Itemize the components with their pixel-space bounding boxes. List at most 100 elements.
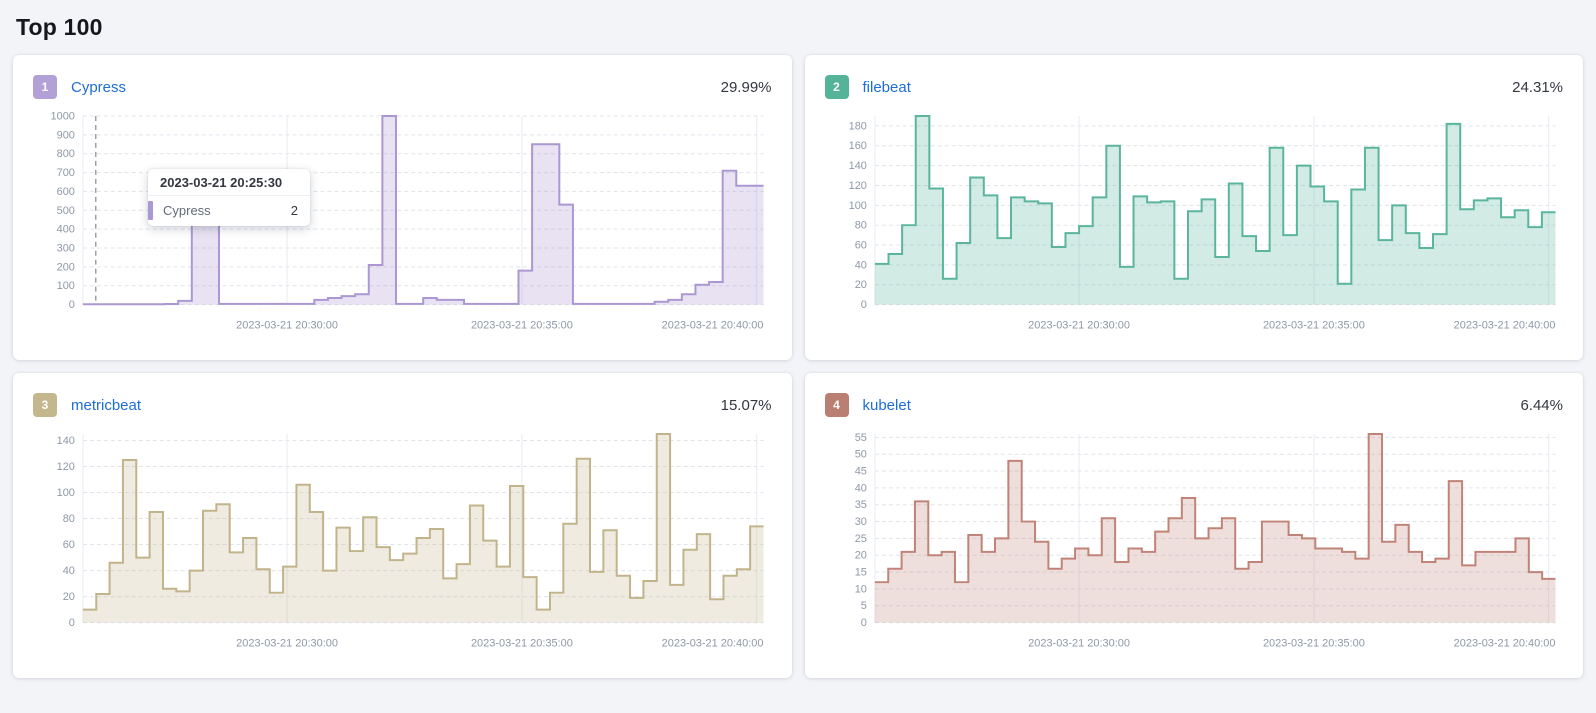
series-link[interactable]: metricbeat xyxy=(71,396,142,414)
svg-text:600: 600 xyxy=(57,186,75,198)
tooltip-series-row: Cypress 2 xyxy=(148,196,310,226)
panels-grid: 1 Cypress 29.99% 0 100 200 300 400 500 600 700 8… xyxy=(13,55,1583,678)
svg-text:55: 55 xyxy=(854,432,866,444)
dashboard-page: Top 100 1 Cypress 29.99% 0 100 200 300 400 50… xyxy=(13,14,1583,678)
svg-text:800: 800 xyxy=(57,148,75,160)
svg-text:80: 80 xyxy=(63,513,75,525)
svg-text:2023-03-21 20:35:00: 2023-03-21 20:35:00 xyxy=(471,320,573,332)
svg-text:20: 20 xyxy=(854,279,866,291)
x-axis: 2023-03-21 20:30:00 2023-03-21 20:35:00 20… xyxy=(82,433,764,650)
svg-text:1000: 1000 xyxy=(51,111,75,122)
percent-value: 6.44% xyxy=(1520,396,1563,414)
svg-text:20: 20 xyxy=(63,591,75,603)
svg-text:500: 500 xyxy=(57,205,75,217)
svg-text:40: 40 xyxy=(854,482,866,494)
percent-value: 15.07% xyxy=(720,396,772,414)
series-area xyxy=(874,114,1556,305)
svg-text:2023-03-21 20:30:00: 2023-03-21 20:30:00 xyxy=(1028,638,1130,650)
y-axis: 0 5 10 15 20 25 30 35 40 45 50 55 xyxy=(854,432,1556,629)
svg-text:35: 35 xyxy=(854,499,866,511)
svg-text:300: 300 xyxy=(57,243,75,255)
svg-text:10: 10 xyxy=(854,583,866,595)
svg-text:20: 20 xyxy=(854,550,866,562)
svg-text:200: 200 xyxy=(57,261,75,273)
series-link[interactable]: kubelet xyxy=(862,396,911,414)
svg-text:120: 120 xyxy=(848,180,866,192)
y-axis: 0 20 40 60 80 100 120 140 160 180 xyxy=(848,120,1556,311)
panel-header: 1 Cypress 29.99% xyxy=(33,75,772,99)
tooltip-series-value: 2 xyxy=(290,203,298,218)
svg-text:0: 0 xyxy=(69,617,75,629)
svg-text:2023-03-21 20:30:00: 2023-03-21 20:30:00 xyxy=(236,320,338,332)
svg-text:180: 180 xyxy=(848,120,866,132)
svg-text:2023-03-21 20:40:00: 2023-03-21 20:40:00 xyxy=(662,638,764,650)
panel-header: 3 metricbeat 15.07% xyxy=(33,393,772,417)
rank-badge: 2 xyxy=(824,75,849,99)
svg-text:40: 40 xyxy=(63,565,75,577)
y-axis: 0 20 40 60 80 100 120 140 xyxy=(57,435,764,629)
area-chart[interactable]: 0 5 10 15 20 25 30 35 40 45 50 55 2023-03-21 20:30:0… xyxy=(825,429,1564,659)
svg-text:100: 100 xyxy=(57,487,75,499)
svg-text:15: 15 xyxy=(854,567,866,579)
svg-text:0: 0 xyxy=(69,299,75,311)
svg-text:140: 140 xyxy=(848,160,866,172)
svg-text:25: 25 xyxy=(854,533,866,545)
area-chart[interactable]: 0 20 40 60 80 100 120 140 160 180 2023-03-21 20:30… xyxy=(825,111,1564,341)
svg-text:160: 160 xyxy=(848,140,866,152)
tooltip-series-marker xyxy=(148,201,153,220)
chart-panel: 3 metricbeat 15.07% 0 20 40 60 80 100 120 140 20… xyxy=(13,373,792,678)
svg-text:30: 30 xyxy=(854,516,866,528)
svg-text:5: 5 xyxy=(860,600,866,612)
svg-text:140: 140 xyxy=(57,435,75,447)
svg-text:2023-03-21 20:40:00: 2023-03-21 20:40:00 xyxy=(662,320,764,332)
tooltip-series-label: Cypress xyxy=(163,203,211,218)
svg-text:60: 60 xyxy=(854,240,866,252)
svg-text:900: 900 xyxy=(57,129,75,141)
svg-text:2023-03-21 20:30:00: 2023-03-21 20:30:00 xyxy=(236,638,338,650)
svg-text:120: 120 xyxy=(57,461,75,473)
x-axis: 2023-03-21 20:30:00 2023-03-21 20:35:00 20… xyxy=(873,115,1555,332)
series-link[interactable]: filebeat xyxy=(862,78,911,96)
series-area xyxy=(82,432,764,623)
svg-text:2023-03-21 20:35:00: 2023-03-21 20:35:00 xyxy=(1262,638,1364,650)
svg-text:40: 40 xyxy=(854,259,866,271)
area-chart[interactable]: 0 20 40 60 80 100 120 140 2023-03-21 20:30:00 202… xyxy=(33,429,772,659)
series-area xyxy=(874,432,1556,623)
svg-text:400: 400 xyxy=(57,224,75,236)
chart-panel: 1 Cypress 29.99% 0 100 200 300 400 500 600 700 8… xyxy=(13,55,792,360)
svg-text:60: 60 xyxy=(63,539,75,551)
chart-svg: 0 20 40 60 80 100 120 140 160 180 2023-03-21 20:30… xyxy=(848,114,1556,332)
chart-panel: 4 kubelet 6.44% 0 5 10 15 20 25 30 35 40 45 50 55 20… xyxy=(804,373,1583,678)
svg-text:2023-03-21 20:40:00: 2023-03-21 20:40:00 xyxy=(1453,638,1555,650)
rank-badge: 3 xyxy=(33,393,57,417)
svg-text:45: 45 xyxy=(854,466,866,478)
panel-header: 2 filebeat 24.31% xyxy=(824,75,1563,99)
chart-svg: 0 5 10 15 20 25 30 35 40 45 50 55 2023-03-21 20:30:0… xyxy=(854,432,1556,650)
svg-text:100: 100 xyxy=(848,200,866,212)
svg-text:80: 80 xyxy=(854,220,866,232)
svg-text:0: 0 xyxy=(860,299,866,311)
svg-text:700: 700 xyxy=(57,167,75,179)
svg-text:2023-03-21 20:40:00: 2023-03-21 20:40:00 xyxy=(1453,320,1555,332)
series-link[interactable]: Cypress xyxy=(71,78,127,96)
area-chart[interactable]: 0 100 200 300 400 500 600 700 800 900 1000 2023-03-… xyxy=(33,111,772,341)
rank-badge: 4 xyxy=(824,393,849,417)
tooltip-timestamp: 2023-03-21 20:25:30 xyxy=(148,169,310,196)
x-axis: 2023-03-21 20:30:00 2023-03-21 20:35:00 20… xyxy=(82,115,764,332)
svg-text:50: 50 xyxy=(854,449,866,461)
svg-text:2023-03-21 20:30:00: 2023-03-21 20:30:00 xyxy=(1028,320,1130,332)
percent-value: 29.99% xyxy=(720,78,772,96)
x-axis: 2023-03-21 20:30:00 2023-03-21 20:35:00 20… xyxy=(873,433,1555,650)
chart-svg: 0 100 200 300 400 500 600 700 800 900 1000 2023-03-… xyxy=(51,111,764,332)
chart-panel: 2 filebeat 24.31% 0 20 40 60 80 100 120 140 160 1… xyxy=(804,55,1583,360)
svg-text:2023-03-21 20:35:00: 2023-03-21 20:35:00 xyxy=(1262,320,1364,332)
svg-text:100: 100 xyxy=(57,280,75,292)
panel-header: 4 kubelet 6.44% xyxy=(824,393,1563,417)
svg-text:0: 0 xyxy=(860,617,866,629)
percent-value: 24.31% xyxy=(1512,78,1563,96)
page-title: Top 100 xyxy=(16,14,103,40)
svg-text:2023-03-21 20:35:00: 2023-03-21 20:35:00 xyxy=(471,638,573,650)
chart-tooltip: 2023-03-21 20:25:30 Cypress 2 xyxy=(148,169,310,226)
rank-badge: 1 xyxy=(33,75,57,99)
